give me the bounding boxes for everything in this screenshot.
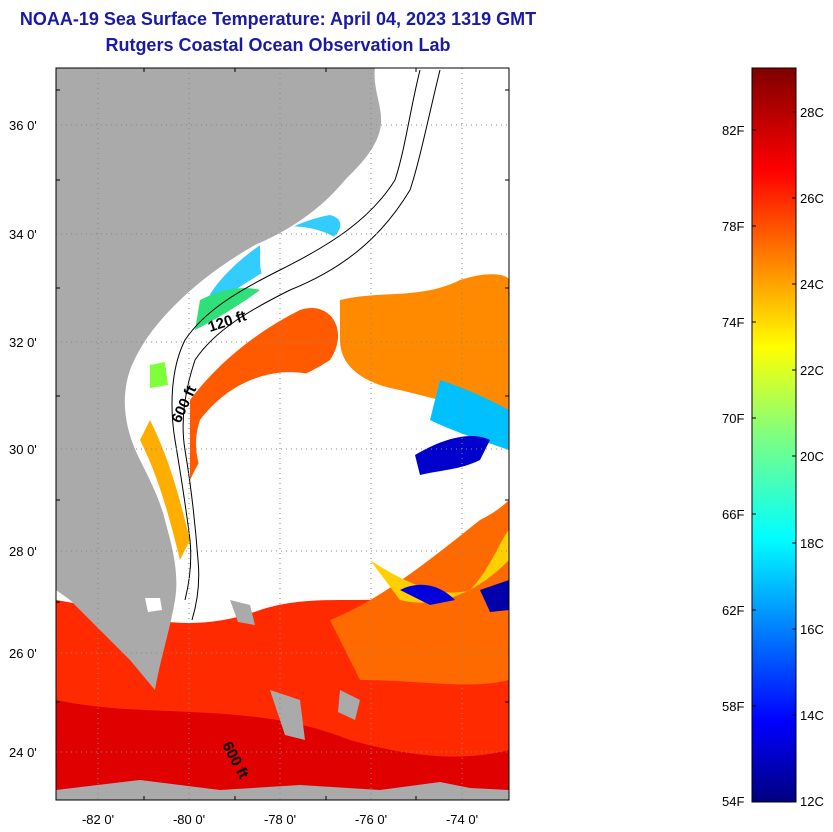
lake-okeechobee — [145, 598, 162, 612]
lon-label: -76 0' — [355, 812, 387, 827]
lat-label: 28 0' — [9, 544, 37, 559]
isobath-120ft — [171, 69, 421, 601]
colorbar-gradient — [751, 67, 797, 803]
colorbar-c-label: 28C — [800, 105, 824, 120]
sst-east-orange — [340, 274, 509, 420]
colorbar-f-label: 70F — [722, 411, 744, 426]
lat-label: 30 0' — [9, 442, 37, 457]
lon-label: -82 0' — [82, 812, 114, 827]
colorbar-c-label: 12C — [800, 794, 824, 809]
sst-green-patch — [150, 362, 168, 388]
title-line-2: Rutgers Coastal Ocean Observation Lab — [105, 35, 451, 55]
lat-labels: 36 0' 34 0' 32 0' 30 0' 28 0' 26 0' 24 0… — [9, 118, 37, 760]
lon-labels: -82 0' -80 0' -78 0' -76 0' -74 0' — [82, 812, 478, 827]
colorbar: 82F 78F 74F 70F 66F 62F 58F 54F 28C 26C … — [722, 67, 824, 809]
cuba-land — [56, 780, 509, 800]
isobaths — [171, 69, 441, 621]
sst-blue-edge — [480, 580, 509, 612]
colorbar-c-label: 18C — [800, 536, 824, 551]
lon-label: -80 0' — [173, 812, 205, 827]
colorbar-f-label: 58F — [722, 699, 744, 714]
colorbar-c-label: 26C — [800, 191, 824, 206]
colorbar-c-label: 20C — [800, 449, 824, 464]
us-coast-land — [56, 68, 382, 690]
sst-hot-south — [56, 700, 509, 800]
colorbar-c-label: 16C — [800, 622, 824, 637]
lat-label: 26 0' — [9, 646, 37, 661]
colorbar-f-label: 62F — [722, 603, 744, 618]
colorbar-c-label: 14C — [800, 708, 824, 723]
isobath-600ft — [182, 69, 441, 621]
sst-east-cyan — [430, 380, 509, 450]
land — [56, 68, 509, 800]
bahamas-island — [230, 600, 255, 625]
cloud-north — [260, 226, 361, 300]
lat-label: 36 0' — [9, 118, 37, 133]
colorbar-c-label: 24C — [800, 277, 824, 292]
lat-label: 24 0' — [9, 745, 37, 760]
colorbar-ticks — [752, 111, 796, 716]
colorbar-f-label: 54F — [722, 794, 744, 809]
colorbar-f-label: 82F — [722, 123, 744, 138]
frame-ticks — [56, 68, 509, 800]
sst-florida-shelf — [140, 420, 190, 560]
lon-label: -74 0' — [446, 812, 478, 827]
sst-north-green — [195, 288, 260, 330]
sst-east-blue — [415, 435, 490, 475]
title-line-1: NOAA-19 Sea Surface Temperature: April 0… — [19, 9, 537, 29]
andros-island — [270, 690, 305, 740]
colorbar-c-label: 22C — [800, 363, 824, 378]
bahamas-island-2 — [338, 690, 360, 720]
colorbar-f-label: 74F — [722, 315, 744, 330]
colorbar-f-label: 66F — [722, 507, 744, 522]
cloud-central — [196, 372, 412, 541]
sst-patches — [56, 215, 509, 800]
sst-blue-eddy — [400, 584, 455, 605]
lat-label: 32 0' — [9, 335, 37, 350]
lat-label: 34 0' — [9, 227, 37, 242]
colorbar-f-label: 78F — [722, 219, 744, 234]
lon-label: -78 0' — [264, 812, 296, 827]
graticule — [56, 68, 509, 800]
map-frame — [55, 67, 510, 801]
sst-yellow-band — [370, 530, 509, 603]
